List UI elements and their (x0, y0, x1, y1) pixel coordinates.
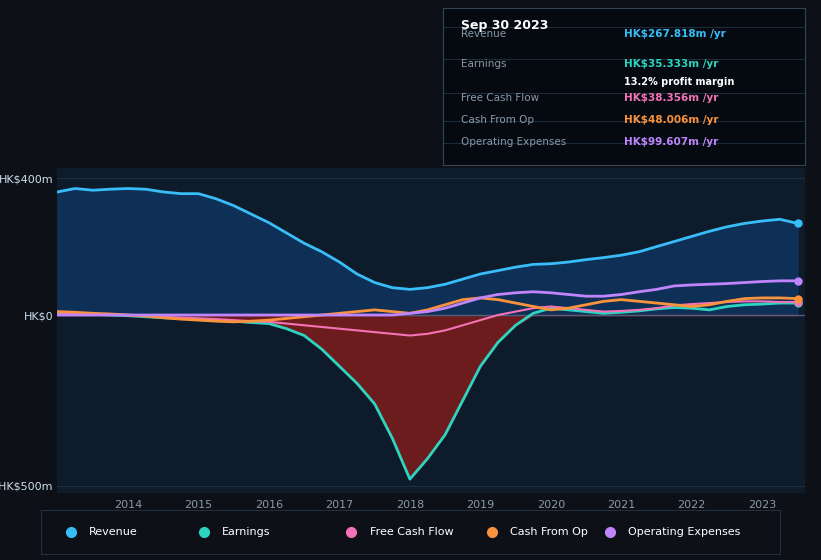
Text: HK$48.006m /yr: HK$48.006m /yr (624, 115, 718, 125)
Text: Operating Expenses: Operating Expenses (629, 527, 741, 537)
Text: Operating Expenses: Operating Expenses (461, 137, 566, 147)
Text: Cash From Op: Cash From Op (511, 527, 588, 537)
Text: Revenue: Revenue (461, 29, 507, 39)
Text: HK$35.333m /yr: HK$35.333m /yr (624, 59, 718, 68)
Text: Free Cash Flow: Free Cash Flow (461, 93, 539, 103)
Text: Earnings: Earnings (461, 59, 507, 68)
Text: HK$38.356m /yr: HK$38.356m /yr (624, 93, 718, 103)
Text: HK$99.607m /yr: HK$99.607m /yr (624, 137, 718, 147)
Text: Cash From Op: Cash From Op (461, 115, 534, 125)
Text: Sep 30 2023: Sep 30 2023 (461, 20, 548, 32)
Text: Revenue: Revenue (89, 527, 138, 537)
Text: Earnings: Earnings (222, 527, 271, 537)
Text: Free Cash Flow: Free Cash Flow (370, 527, 453, 537)
Text: HK$267.818m /yr: HK$267.818m /yr (624, 29, 726, 39)
Text: 13.2% profit margin: 13.2% profit margin (624, 77, 734, 87)
